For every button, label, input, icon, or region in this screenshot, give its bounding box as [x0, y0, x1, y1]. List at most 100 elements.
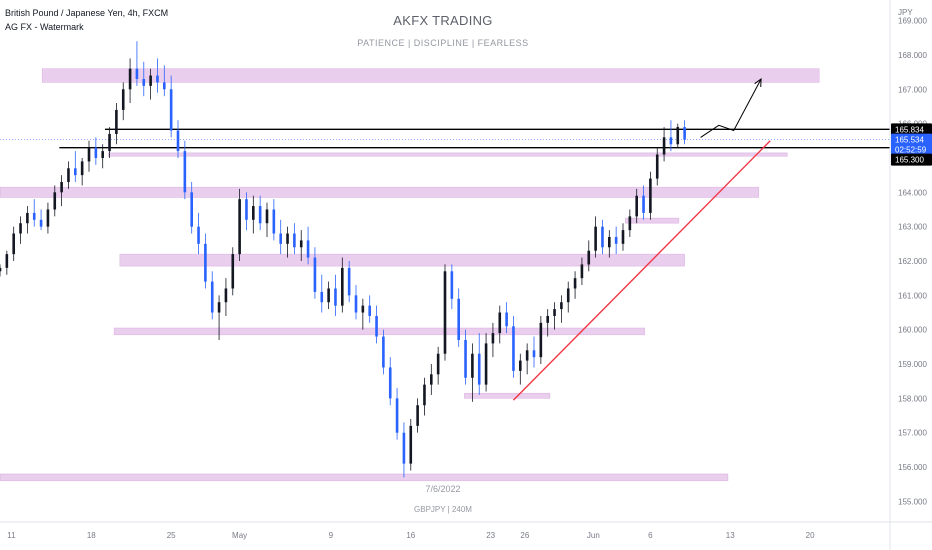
x-tick-label: May — [232, 531, 247, 540]
candle-body — [430, 374, 433, 385]
candle-body — [662, 137, 666, 155]
current-price-badge-bg — [891, 133, 932, 156]
candle-body — [676, 127, 680, 145]
candle-body — [491, 333, 495, 344]
candle-body — [60, 182, 63, 193]
currency-label: JPY — [898, 8, 913, 17]
candle-body — [245, 199, 248, 220]
candle-body — [683, 127, 686, 140]
candle-body — [409, 425, 413, 464]
y-tick-label: 155.000 — [898, 497, 927, 506]
candle-body — [272, 209, 276, 234]
x-tick-label: 16 — [406, 531, 415, 540]
candle-body — [532, 350, 536, 358]
candle-body — [26, 212, 29, 224]
watermark-symbol: GBPJPY | 240M — [414, 505, 472, 514]
candle-body — [388, 367, 392, 399]
candle-body — [649, 178, 652, 213]
candle-body — [0, 267, 2, 272]
candle-body — [169, 89, 173, 131]
candle-body — [519, 360, 522, 371]
candle-body — [313, 257, 317, 292]
candle-body — [587, 250, 591, 265]
candle-body — [265, 209, 269, 224]
candle-body — [108, 133, 111, 152]
candle-body — [525, 350, 529, 361]
candle-body — [183, 151, 187, 193]
candle-body — [39, 219, 43, 227]
candle-body — [149, 75, 152, 86]
zones — [0, 68, 820, 482]
candle-body — [402, 432, 406, 464]
candle-body — [553, 309, 556, 316]
candles — [0, 41, 686, 478]
watermark-title: AKFX TRADING — [393, 13, 493, 28]
candle-body — [74, 168, 77, 176]
y-axis[interactable]: JPY 155.000 156.000 157.000 158.000 159.000 16… — [889, 0, 932, 550]
candle-body — [395, 398, 399, 433]
level-badge: 165.300 — [895, 156, 924, 165]
candle-body — [382, 336, 385, 368]
symbol-line: British Pound / Japanese Yen, 4h, FXCM — [5, 8, 169, 18]
candle-body — [580, 264, 584, 279]
candle-body — [601, 226, 604, 248]
horizontal-levels[interactable] — [0, 128, 890, 149]
candle-body — [566, 288, 570, 303]
x-tick-label: 26 — [520, 531, 529, 540]
candle-body — [53, 192, 57, 210]
candle-body — [279, 233, 282, 244]
candle-body — [560, 302, 563, 310]
watermark-subtitle: PATIENCE | DISCIPLINE | FEARLESS — [357, 38, 529, 48]
candle-body — [594, 226, 597, 251]
y-tick-label: 161.000 — [898, 291, 927, 300]
zone-rect — [119, 253, 685, 267]
candle-body — [258, 206, 262, 224]
candle-body — [471, 353, 474, 378]
level-badge-bg — [891, 123, 932, 136]
candle-body — [464, 339, 467, 378]
trendline[interactable] — [512, 140, 771, 401]
candle-body — [156, 75, 159, 83]
candle-body — [80, 161, 84, 176]
x-tick-label: 11 — [7, 531, 16, 540]
candle-body — [87, 147, 91, 162]
arrow-head — [754, 77, 762, 88]
projection-path[interactable] — [700, 78, 762, 138]
candle-body — [12, 233, 15, 255]
candle-body — [498, 312, 502, 334]
candle-body — [190, 192, 193, 227]
candle-body — [347, 267, 351, 296]
candle-body — [142, 78, 146, 86]
candle-body — [67, 168, 70, 183]
candle-body — [163, 82, 166, 90]
zone-rect — [113, 327, 645, 336]
candle-body — [457, 298, 460, 340]
zone-rect — [0, 186, 760, 198]
candle-body — [375, 315, 378, 337]
candle-body — [32, 212, 36, 220]
drawings[interactable] — [512, 77, 771, 401]
x-axis[interactable]: 11 18 25 May 9 16 23 26 Jun 6 13 20 — [0, 521, 932, 540]
candle-body — [477, 353, 481, 385]
zone-rect — [464, 392, 551, 399]
candle-body — [573, 278, 577, 289]
candle-body — [416, 405, 419, 426]
candle-body — [252, 206, 255, 220]
candle-body — [443, 271, 447, 354]
zone-rect — [624, 217, 680, 224]
candle-body — [635, 195, 638, 217]
y-tick-label: 157.000 — [898, 429, 927, 438]
y-tick-label: 159.000 — [898, 360, 927, 369]
zone-rect — [0, 473, 729, 482]
candle-body — [306, 240, 310, 258]
candle-body — [5, 254, 9, 268]
candle-body — [628, 216, 632, 231]
candle-body — [539, 322, 543, 358]
y-tick-label: 169.000 — [898, 17, 927, 26]
candle-body — [368, 305, 371, 316]
countdown-label: 02:52:59 — [895, 146, 927, 155]
indicator-line: AG FX - Watermark — [5, 22, 84, 32]
candle-body — [669, 137, 673, 145]
